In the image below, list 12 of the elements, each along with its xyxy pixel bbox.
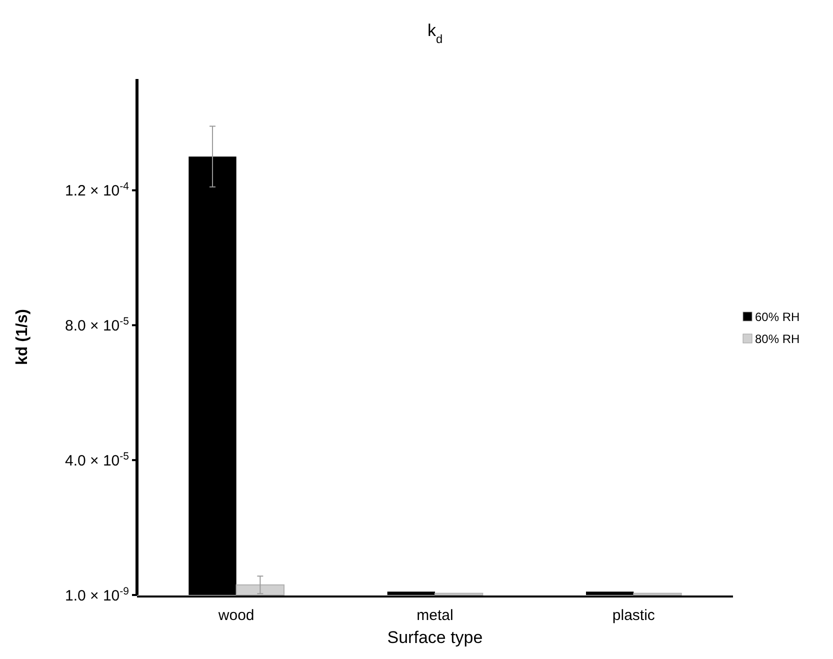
- y-axis-title: kd (1/s): [14, 308, 31, 366]
- x-tick-label: metal: [416, 607, 454, 624]
- legend-label: 80% RH: [755, 332, 800, 346]
- x-tick-label: wood: [217, 607, 254, 624]
- legend-label: 60% RH: [755, 310, 800, 324]
- y-tick-label: 1.2 × 10$^{-4}$: [65, 180, 130, 200]
- chart-title: k$_{d}$: [427, 21, 443, 46]
- y-tick-label: 4.0 × 10$^{-5}$: [65, 450, 130, 470]
- x-axis-title: Surface type: [387, 628, 483, 647]
- x-tick-label: plastic: [612, 607, 656, 624]
- y-tick-label: 1.0 × 10$^{-9}$: [65, 585, 130, 604]
- y-tick-label: 8.0 × 10$^{-5}$: [65, 315, 130, 334]
